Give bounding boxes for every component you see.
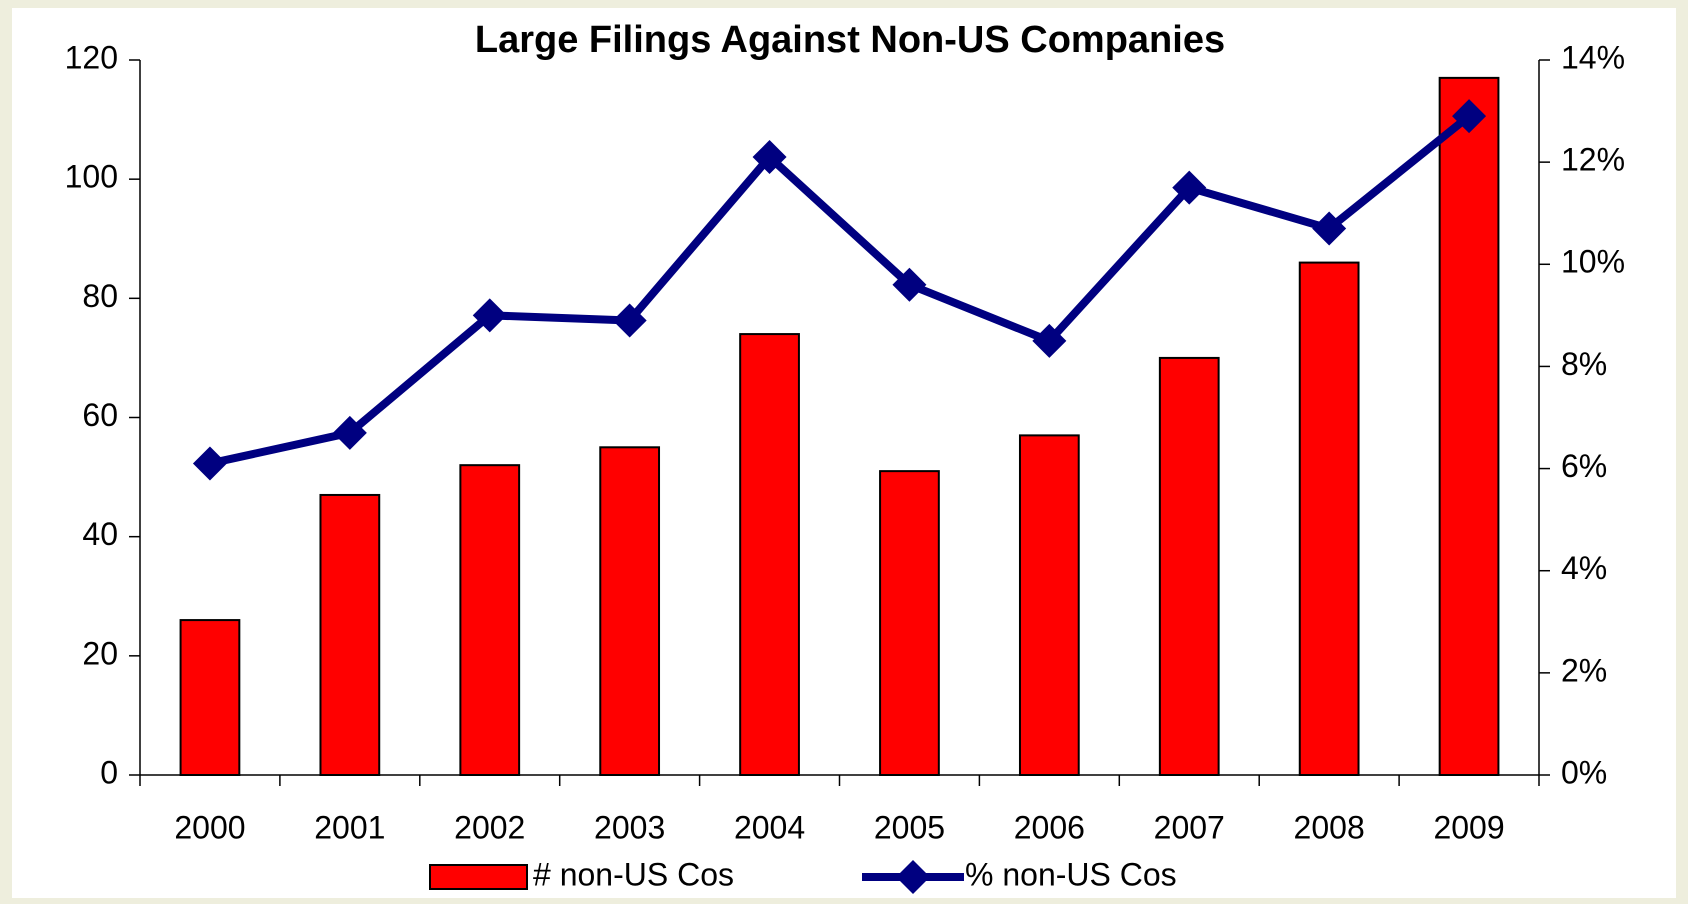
x-tick-label: 2001 <box>314 809 385 845</box>
y2-tick-label: 0% <box>1561 754 1607 790</box>
x-tick-label: 2003 <box>594 809 665 845</box>
bar <box>1298 261 1360 777</box>
y-tick-label: 60 <box>82 397 118 433</box>
bar <box>319 493 381 776</box>
bar <box>1018 434 1080 776</box>
line-marker <box>752 140 787 175</box>
y2-tick-label: 8% <box>1561 346 1607 382</box>
bar <box>739 333 800 776</box>
x-tick-label: 2008 <box>1294 809 1365 845</box>
y2-tick-label: 10% <box>1561 244 1625 280</box>
legend-label: % non-US Cos <box>965 856 1177 892</box>
bar <box>1438 76 1500 776</box>
y2-tick-label: 4% <box>1561 550 1607 586</box>
line-marker <box>192 446 227 481</box>
x-tick-label: 2007 <box>1154 809 1225 845</box>
bar <box>179 619 241 776</box>
x-tick-label: 2002 <box>454 809 525 845</box>
bar <box>879 470 940 776</box>
y-tick-label: 20 <box>82 635 118 671</box>
line-marker <box>472 298 507 333</box>
line-marker <box>1032 323 1067 358</box>
line-marker <box>1172 170 1207 205</box>
y2-tick-label: 6% <box>1561 448 1607 484</box>
bar <box>459 464 521 776</box>
x-tick-label: 2005 <box>874 809 945 845</box>
y-tick-label: 0 <box>100 754 118 790</box>
plot-background <box>12 8 1676 898</box>
y2-tick-label: 14% <box>1561 39 1625 75</box>
y-tick-label: 80 <box>82 278 118 314</box>
line-marker <box>612 303 647 338</box>
legend-label: # non-US Cos <box>533 856 734 892</box>
legend-marker <box>896 860 930 894</box>
y2-tick-label: 12% <box>1561 142 1625 178</box>
line-marker <box>1452 99 1487 134</box>
line-marker <box>1312 211 1347 246</box>
x-tick-label: 2004 <box>734 809 805 845</box>
line <box>209 113 1472 468</box>
y-tick-label: 100 <box>65 159 118 195</box>
line-marker <box>332 415 367 450</box>
x-tick-label: 2009 <box>1433 809 1504 845</box>
bar <box>1158 356 1220 776</box>
x-tick-label: 2000 <box>174 809 245 845</box>
legend-swatch <box>429 864 528 890</box>
y2-tick-label: 2% <box>1561 652 1607 688</box>
y-tick-label: 40 <box>82 516 118 552</box>
y-tick-label: 120 <box>65 39 118 75</box>
line-marker <box>892 267 927 302</box>
x-tick-label: 2006 <box>1014 809 1085 845</box>
bar <box>599 446 661 776</box>
chart-title: Large Filings Against Non-US Companies <box>475 19 1225 61</box>
